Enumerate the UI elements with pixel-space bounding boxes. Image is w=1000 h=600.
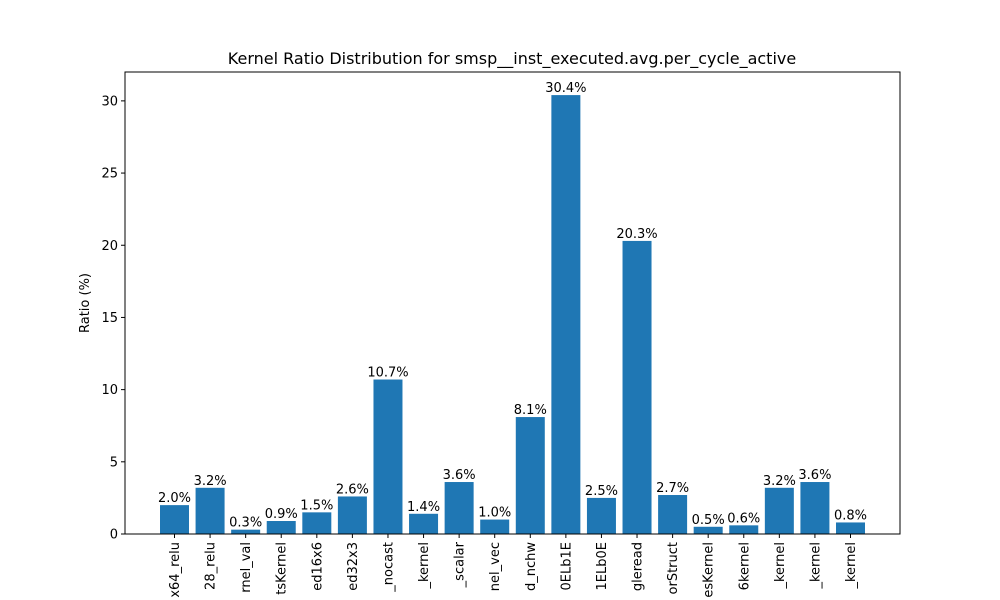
bar <box>622 240 652 534</box>
x-tick-label: x64_relu <box>168 542 183 598</box>
x-tick-label: ed32x3 <box>346 542 361 591</box>
data-label: 2.7% <box>656 481 689 496</box>
data-label: 8.1% <box>514 403 547 418</box>
data-label: 1.0% <box>478 506 511 521</box>
data-label: 0.5% <box>692 513 725 528</box>
data-label: 1.4% <box>407 500 440 515</box>
x-tick-label: _kernel <box>808 542 823 590</box>
x-tick-label: gleread <box>631 542 646 591</box>
y-tick-label: 25 <box>101 167 118 182</box>
data-label: 1.5% <box>300 498 333 513</box>
bar <box>444 482 474 534</box>
bar <box>337 496 367 534</box>
x-tick-label: orStruct <box>666 542 681 594</box>
bar <box>302 512 332 534</box>
bar <box>266 521 296 534</box>
bar <box>693 526 723 534</box>
x-tick-label: d_nchw <box>524 542 539 591</box>
data-label: 3.6% <box>443 468 476 483</box>
y-tick-label: 0 <box>110 528 118 543</box>
data-label: 3.2% <box>194 474 227 489</box>
bar <box>195 487 225 534</box>
data-label: 3.2% <box>763 474 796 489</box>
bar <box>160 505 189 534</box>
bar <box>764 487 794 534</box>
bar <box>373 379 403 534</box>
data-label: 30.4% <box>545 81 586 96</box>
y-axis-label: Ratio (%) <box>78 273 93 333</box>
x-tick-label: esKernel <box>702 542 717 598</box>
data-label: 2.6% <box>336 482 369 497</box>
x-tick-label: _kernel <box>417 542 432 590</box>
x-tick-label: _nocast <box>381 542 396 593</box>
x-tick-label: nel_vec <box>488 542 503 591</box>
data-label: 0.6% <box>727 511 760 526</box>
bar <box>480 519 510 534</box>
x-tick-label: 28_relu <box>204 542 219 590</box>
x-tick-label: 1ELb0E <box>595 542 610 590</box>
x-tick-label: _kernel <box>773 542 788 590</box>
bar <box>800 482 830 534</box>
y-tick-label: 5 <box>110 455 118 470</box>
bar <box>231 529 261 534</box>
x-tick-label: _scalar <box>453 541 468 588</box>
data-label: 0.8% <box>834 508 867 523</box>
bar <box>409 513 439 534</box>
data-label: 0.3% <box>229 516 262 531</box>
y-tick-label: 10 <box>101 383 118 398</box>
x-tick-label: 6kernel <box>737 542 752 590</box>
x-tick-label: rnel_val <box>239 542 254 593</box>
data-label: 2.0% <box>158 491 191 506</box>
data-label: 20.3% <box>616 227 657 242</box>
x-tick-label: tsKernel <box>275 542 290 595</box>
data-label: 10.7% <box>367 366 408 381</box>
bar <box>729 525 759 534</box>
y-tick-label: 20 <box>101 239 118 254</box>
plot-frame <box>124 71 901 535</box>
bar <box>515 417 545 534</box>
x-tick-label: ed16x6 <box>310 542 325 591</box>
bar <box>551 95 581 534</box>
y-tick-label: 30 <box>101 94 118 109</box>
x-tick-label: 0ELb1E <box>559 542 574 590</box>
chart-title: Kernel Ratio Distribution for smsp__inst… <box>228 49 796 69</box>
y-tick-label: 15 <box>101 311 118 326</box>
bar <box>586 497 616 534</box>
bar <box>836 522 865 534</box>
data-label: 3.6% <box>798 468 831 483</box>
data-label: 2.5% <box>585 484 618 499</box>
data-label: 0.9% <box>265 507 298 522</box>
bar <box>658 495 688 534</box>
x-tick-label: _kernel <box>844 542 859 590</box>
plot-area: 0 5 10 15 20 25 30 2.0% x64_relu 3.2% 28_relu 0.3% r… <box>101 81 867 598</box>
